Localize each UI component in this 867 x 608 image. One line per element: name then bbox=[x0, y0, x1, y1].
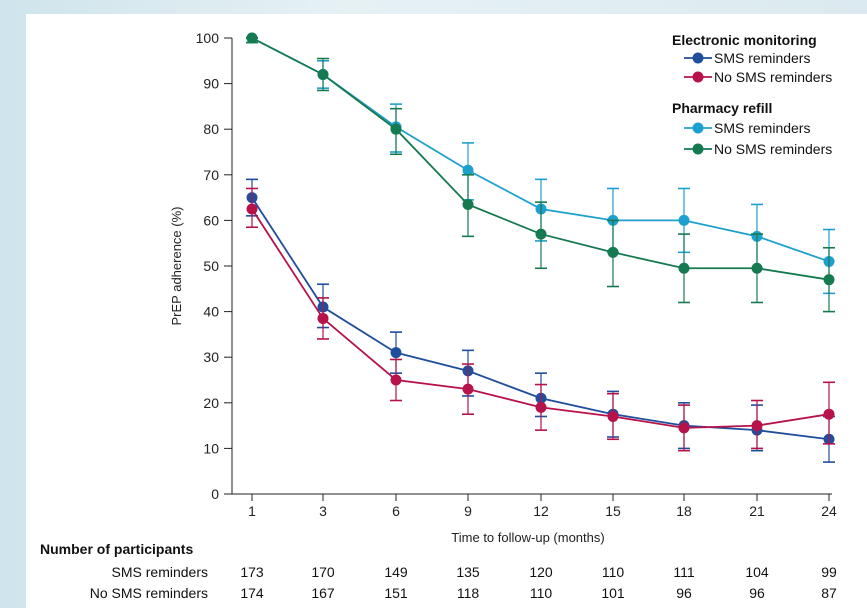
data-point bbox=[317, 312, 329, 324]
data-point bbox=[607, 410, 619, 422]
data-point bbox=[823, 274, 835, 286]
data-point bbox=[751, 420, 763, 432]
participants-title: Number of participants bbox=[40, 541, 193, 557]
participants-count: 111 bbox=[673, 564, 694, 580]
series-1 bbox=[246, 187, 835, 452]
y-axis-title: PrEP adherence (%) bbox=[169, 207, 184, 326]
participants-count: 96 bbox=[676, 585, 692, 601]
y-ticks: 0 10 20 30 40 50 60 70 80 90 100 bbox=[196, 30, 232, 502]
legend-group-title: Pharmacy refill bbox=[672, 100, 772, 116]
data-point bbox=[535, 401, 547, 413]
y-tick-label: 20 bbox=[203, 395, 219, 411]
participants-count: 96 bbox=[749, 585, 765, 601]
participants-count: 99 bbox=[821, 564, 837, 580]
legend-label: No SMS reminders bbox=[714, 141, 832, 157]
y-tick-label: 100 bbox=[196, 30, 220, 46]
participants-count: 173 bbox=[240, 564, 264, 580]
data-point bbox=[678, 214, 690, 226]
data-point bbox=[678, 422, 690, 434]
legend-label: SMS reminders bbox=[714, 120, 810, 136]
legend-swatch-marker bbox=[692, 71, 704, 83]
legend-swatch-marker bbox=[692, 122, 704, 134]
participants-count: 174 bbox=[240, 585, 264, 601]
data-point bbox=[390, 123, 402, 135]
participants-count: 167 bbox=[311, 585, 335, 601]
data-point bbox=[607, 246, 619, 258]
participants-count: 118 bbox=[457, 585, 480, 601]
y-tick-label: 80 bbox=[203, 121, 219, 137]
data-point bbox=[390, 347, 402, 359]
x-axis-title: Time to follow-up (months) bbox=[451, 530, 604, 545]
y-tick-label: 10 bbox=[203, 440, 219, 456]
legend-group-title: Electronic monitoring bbox=[672, 32, 817, 48]
data-point bbox=[317, 68, 329, 80]
figure-panel bbox=[26, 14, 867, 608]
data-point bbox=[462, 164, 474, 176]
data-point bbox=[678, 262, 690, 274]
x-tick-label: 3 bbox=[319, 503, 327, 519]
y-tick-label: 30 bbox=[203, 349, 219, 365]
y-tick-label: 70 bbox=[203, 167, 219, 183]
axes-group: 0 10 20 30 40 50 60 70 80 90 100 1 3 6 9 12 15 18 21 24 Pr… bbox=[169, 30, 837, 545]
legend: Electronic monitoring SMS reminders No SMS… bbox=[672, 32, 832, 157]
data-point bbox=[535, 228, 547, 240]
x-ticks: 1 3 6 9 12 15 18 21 24 bbox=[248, 494, 837, 519]
x-tick-label: 6 bbox=[392, 503, 400, 519]
x-tick-label: 12 bbox=[533, 503, 549, 519]
x-tick-label: 21 bbox=[749, 503, 765, 519]
data-point bbox=[390, 374, 402, 386]
x-tick-label: 9 bbox=[464, 503, 472, 519]
participants-count: 149 bbox=[384, 564, 408, 580]
x-tick-label: 24 bbox=[821, 503, 837, 519]
participants-row-label: No SMS reminders bbox=[90, 585, 208, 601]
series-3 bbox=[246, 32, 835, 313]
x-tick-label: 1 bbox=[248, 503, 256, 519]
participants-count: 104 bbox=[745, 564, 769, 580]
participants-count: 110 bbox=[530, 585, 553, 601]
data-point bbox=[462, 198, 474, 210]
participants-count: 101 bbox=[601, 585, 625, 601]
data-point bbox=[246, 32, 258, 44]
y-tick-label: 90 bbox=[203, 76, 219, 92]
legend-swatch-marker bbox=[692, 143, 704, 155]
y-tick-label: 50 bbox=[203, 258, 219, 274]
participants-table: Number of participants SMS reminders 173 1… bbox=[40, 541, 837, 601]
y-tick-label: 40 bbox=[203, 304, 219, 320]
participants-count: 120 bbox=[529, 564, 553, 580]
legend-label: No SMS reminders bbox=[714, 69, 832, 85]
data-point bbox=[246, 203, 258, 215]
participants-count: 151 bbox=[384, 585, 408, 601]
data-point bbox=[462, 383, 474, 395]
data-point bbox=[751, 262, 763, 274]
legend-swatch-marker bbox=[692, 52, 704, 64]
x-tick-label: 15 bbox=[605, 503, 621, 519]
participants-row-label: SMS reminders bbox=[112, 564, 208, 580]
series-layer bbox=[246, 32, 835, 463]
participants-count: 110 bbox=[602, 564, 625, 580]
legend-label: SMS reminders bbox=[714, 50, 810, 66]
y-tick-label: 0 bbox=[211, 486, 219, 502]
participants-count: 87 bbox=[821, 585, 837, 601]
participants-count: 170 bbox=[311, 564, 335, 580]
x-tick-label: 18 bbox=[676, 503, 692, 519]
y-tick-label: 60 bbox=[203, 212, 219, 228]
data-point bbox=[823, 408, 835, 420]
participants-count: 135 bbox=[456, 564, 480, 580]
